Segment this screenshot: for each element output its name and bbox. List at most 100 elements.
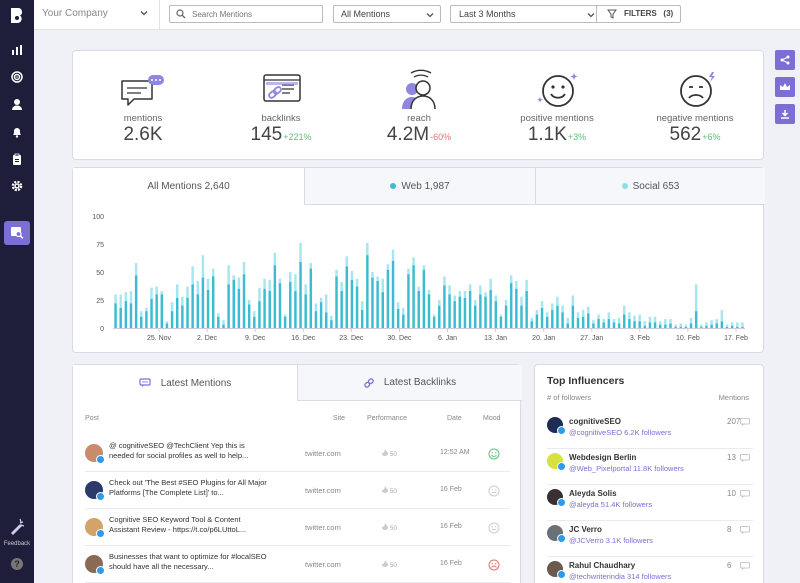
- bar-web[interactable]: [474, 305, 477, 328]
- bar-social[interactable]: [366, 242, 369, 256]
- search-input[interactable]: [192, 7, 320, 21]
- bar-social[interactable]: [684, 324, 688, 327]
- bar-social[interactable]: [479, 285, 482, 295]
- bar-web[interactable]: [592, 323, 595, 328]
- bar-web[interactable]: [114, 303, 117, 328]
- bar-web[interactable]: [165, 323, 169, 328]
- bar-social[interactable]: [407, 268, 410, 275]
- influencer-handle[interactable]: @aleyda 51.4K followers: [569, 500, 653, 509]
- bar-web[interactable]: [623, 314, 626, 328]
- bar-web[interactable]: [730, 325, 734, 328]
- bar-social[interactable]: [648, 316, 652, 323]
- bar-social[interactable]: [242, 261, 246, 275]
- bar-social[interactable]: [468, 284, 472, 292]
- bar-web[interactable]: [407, 274, 410, 328]
- tab-web[interactable]: Web 1,987: [305, 168, 535, 205]
- bar-web[interactable]: [463, 297, 467, 328]
- bar-social[interactable]: [402, 307, 405, 315]
- bar-web[interactable]: [145, 311, 148, 328]
- bar-social[interactable]: [458, 291, 462, 297]
- bar-social[interactable]: [463, 291, 467, 298]
- bar-web[interactable]: [299, 261, 302, 328]
- bar-social[interactable]: [623, 305, 626, 315]
- bar-web[interactable]: [633, 321, 636, 328]
- bar-social[interactable]: [551, 303, 554, 311]
- bar-web[interactable]: [181, 305, 184, 328]
- bar-social[interactable]: [412, 257, 415, 266]
- bar-social[interactable]: [592, 320, 595, 324]
- date-range-select[interactable]: Last 3 Months: [450, 5, 602, 23]
- bar-web[interactable]: [376, 280, 379, 328]
- bar-social[interactable]: [607, 312, 611, 320]
- followers-sort[interactable]: # of followers: [547, 393, 592, 402]
- chat-bubble-icon[interactable]: [740, 490, 750, 498]
- feedback-megaphone-icon[interactable]: [9, 517, 25, 537]
- bar-web[interactable]: [597, 319, 600, 328]
- influencer-name[interactable]: Rahul Chaudhary: [569, 561, 636, 570]
- influencer-name[interactable]: JC Verro: [569, 525, 602, 534]
- bar-social[interactable]: [489, 278, 492, 290]
- bar-web[interactable]: [438, 305, 441, 328]
- bar-web[interactable]: [587, 313, 590, 328]
- col-date[interactable]: Date: [447, 415, 462, 422]
- bar-social[interactable]: [325, 294, 328, 313]
- bar-social[interactable]: [504, 300, 508, 306]
- bar-social[interactable]: [237, 277, 241, 289]
- clipboard-icon[interactable]: [0, 149, 34, 169]
- bar-web[interactable]: [402, 314, 405, 328]
- chat-bubble-icon[interactable]: [740, 418, 750, 426]
- bar-web[interactable]: [289, 282, 292, 328]
- bar-social[interactable]: [294, 274, 297, 292]
- bar-web[interactable]: [628, 319, 631, 328]
- influencer-name[interactable]: Webdesign Berlin: [569, 453, 637, 462]
- bar-social[interactable]: [484, 292, 487, 297]
- bar-web[interactable]: [294, 291, 297, 328]
- bell-icon[interactable]: [0, 122, 34, 142]
- bar-web[interactable]: [700, 326, 703, 328]
- bar-social[interactable]: [181, 296, 184, 306]
- influencer-handle[interactable]: @Web_Pixelportal 11.8K followers: [569, 464, 684, 473]
- bar-web[interactable]: [350, 279, 354, 328]
- bar-web[interactable]: [247, 304, 251, 328]
- bar-social[interactable]: [232, 275, 235, 280]
- bar-social[interactable]: [515, 280, 518, 289]
- bar-web[interactable]: [129, 303, 133, 328]
- bar-social[interactable]: [134, 263, 138, 276]
- bar-social[interactable]: [263, 278, 266, 289]
- search-box[interactable]: [169, 5, 323, 23]
- bar-web[interactable]: [360, 310, 364, 328]
- bar-web[interactable]: [669, 323, 672, 328]
- bar-social[interactable]: [427, 289, 431, 295]
- bar-web[interactable]: [201, 277, 205, 328]
- bar-web[interactable]: [551, 310, 554, 328]
- bar-social[interactable]: [227, 265, 230, 285]
- bar-web[interactable]: [443, 285, 446, 328]
- crown-button[interactable]: [775, 77, 795, 97]
- bar-social[interactable]: [679, 323, 683, 327]
- bar-web[interactable]: [509, 283, 513, 328]
- mood-neutral-icon[interactable]: [488, 484, 500, 497]
- bar-social[interactable]: [155, 286, 158, 295]
- bar-social[interactable]: [186, 286, 189, 298]
- bar-social[interactable]: [145, 307, 148, 312]
- influencer-row[interactable]: Aleyda Solis @aleyda 51.4K followers 10: [547, 485, 753, 521]
- bar-web[interactable]: [160, 294, 164, 328]
- bar-web[interactable]: [612, 322, 616, 328]
- bar-web[interactable]: [319, 302, 323, 328]
- bar-social[interactable]: [386, 264, 390, 270]
- influencer-handle[interactable]: @JCVerro 3.1K followers: [569, 536, 653, 545]
- user-icon[interactable]: [0, 94, 34, 114]
- bar-social[interactable]: [268, 279, 271, 292]
- bar-web[interactable]: [658, 324, 662, 328]
- bar-web[interactable]: [222, 324, 225, 328]
- bar-social[interactable]: [730, 322, 734, 326]
- mention-row[interactable]: @ cognitiveSEO @TechClient Yep this is n…: [85, 436, 510, 472]
- bar-social[interactable]: [474, 300, 477, 306]
- bar-web[interactable]: [227, 284, 230, 328]
- col-mood[interactable]: Mood: [483, 415, 501, 422]
- feedback-label[interactable]: Feedback: [3, 541, 31, 547]
- bar-web[interactable]: [206, 289, 210, 328]
- bar-web[interactable]: [664, 324, 667, 328]
- bar-web[interactable]: [417, 291, 420, 328]
- bar-web[interactable]: [499, 316, 503, 328]
